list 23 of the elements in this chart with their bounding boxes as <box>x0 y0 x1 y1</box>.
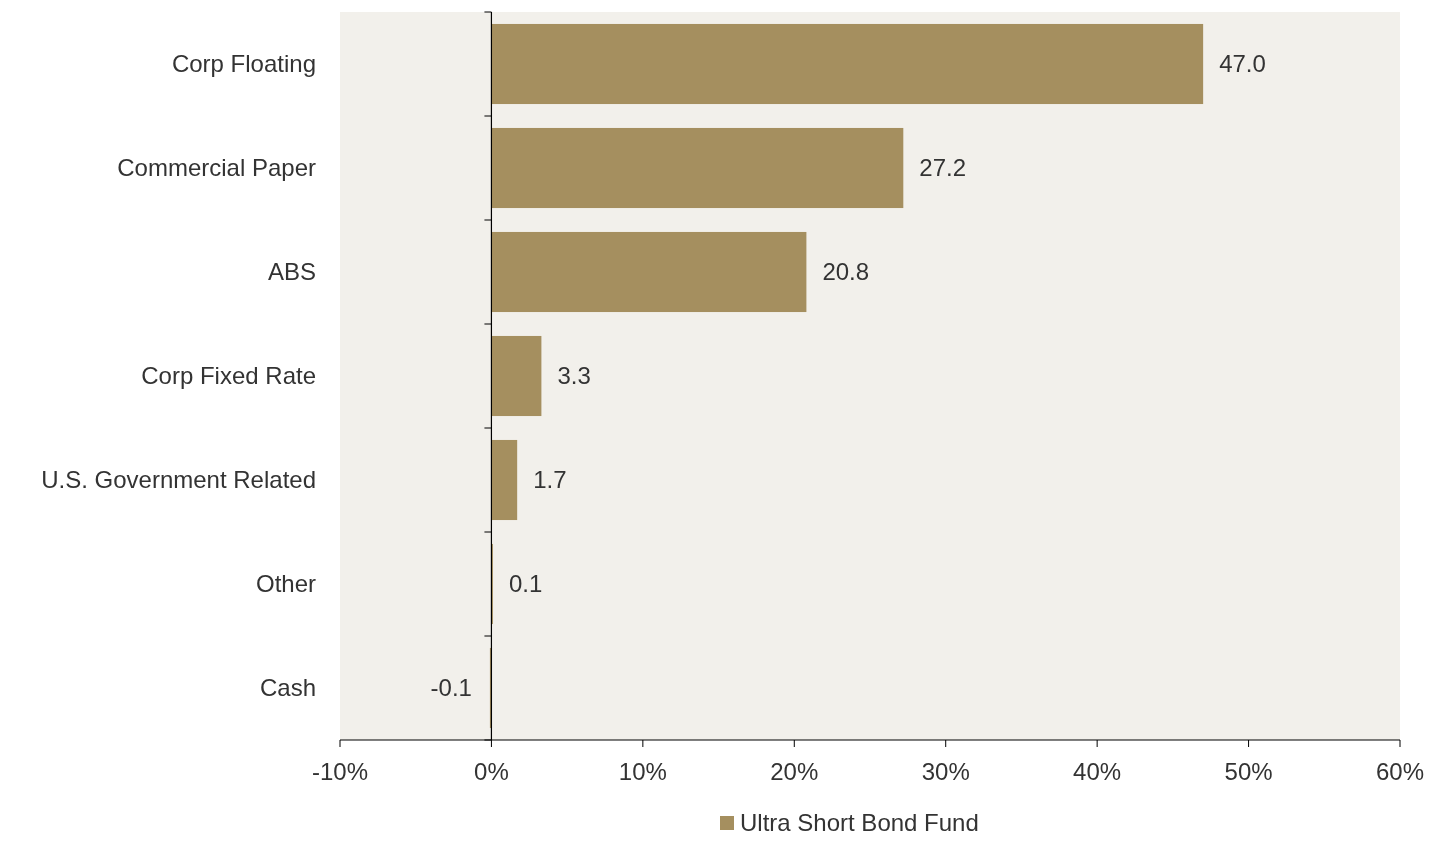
data-label: 27.2 <box>919 154 967 182</box>
legend-label: Ultra Short Bond Fund <box>740 809 979 837</box>
data-label: 1.7 <box>533 466 567 494</box>
y-tick-label: Corp Floating <box>171 50 316 78</box>
x-tick-label: 0% <box>474 758 509 785</box>
y-tick-label: Cash <box>259 674 316 702</box>
x-tick-label: 30% <box>921 758 970 785</box>
data-label: 3.3 <box>557 362 591 390</box>
y-tick-label: Commercial Paper <box>117 154 316 182</box>
x-tick-label: -10% <box>311 758 369 785</box>
y-tick-label: Other <box>255 570 316 598</box>
data-label: -0.1 <box>430 674 472 702</box>
x-tick-label: 50% <box>1224 758 1273 785</box>
x-tick-label: 60% <box>1375 758 1425 785</box>
x-tick-label: 40% <box>1073 758 1122 785</box>
y-tick-label: U.S. Government Related <box>41 466 316 494</box>
x-tick-label: 10% <box>618 758 667 785</box>
data-label: 20.8 <box>822 258 870 286</box>
data-label: 0.1 <box>508 570 543 598</box>
x-tick-label: 20% <box>770 758 819 785</box>
data-label: 47.0 <box>1219 50 1266 78</box>
y-tick-label: Corp Fixed Rate <box>141 362 316 390</box>
y-tick-label: ABS <box>267 258 316 286</box>
